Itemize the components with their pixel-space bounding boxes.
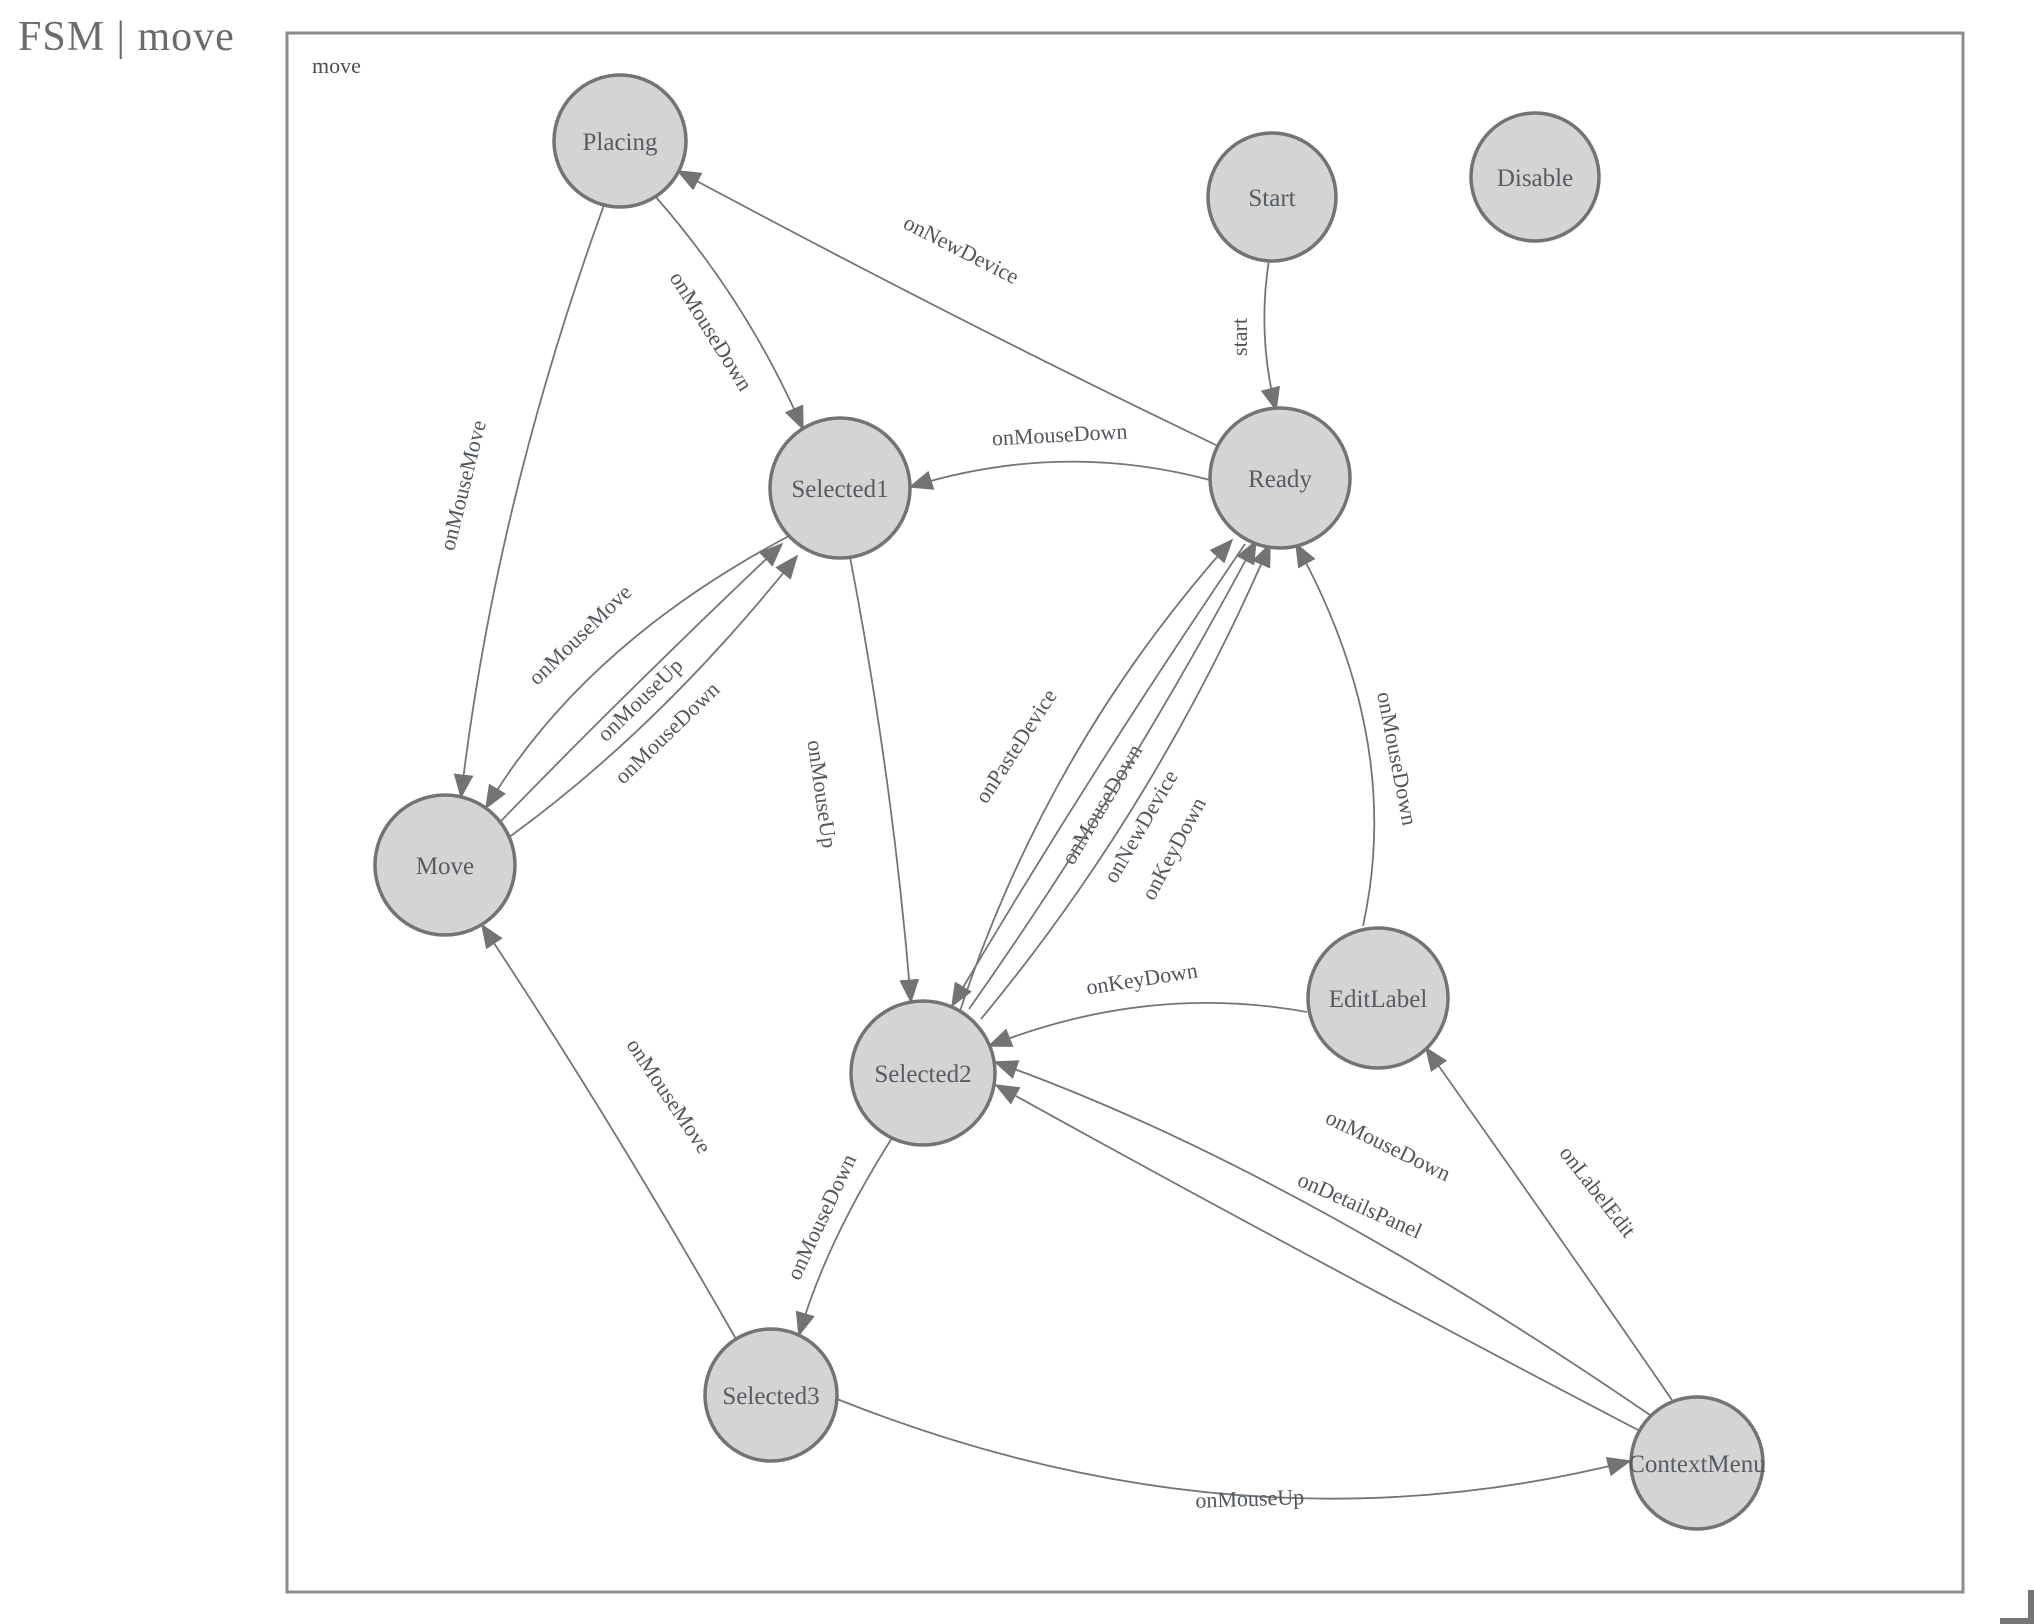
- transition-label-onMouseMove: onMouseMove: [523, 579, 636, 690]
- transition-Selected1-Move: [485, 535, 790, 810]
- transition-Move-Selected1: [499, 542, 784, 823]
- transition-Placing-Move: [453, 204, 605, 799]
- state-circle-EditLabel[interactable]: [1306, 926, 1450, 1070]
- state-circle-Move[interactable]: [373, 793, 517, 937]
- state-node-Placing: Placing: [552, 73, 688, 209]
- state-circle-Ready[interactable]: [1208, 406, 1352, 550]
- transition-label-onMouseMove: onMouseMove: [434, 418, 490, 553]
- transition-label-onMouseUp: onMouseUp: [802, 738, 842, 849]
- transition-EditLabel-Selected2: [987, 1001, 1308, 1047]
- transition-ContextMenu-Selected2: [993, 1060, 1651, 1416]
- state-label-Selected1: Selected1: [791, 476, 888, 503]
- state-node-Disable: Disable: [1469, 111, 1601, 243]
- state-label-Start: Start: [1248, 185, 1295, 212]
- state-label-Placing: Placing: [583, 129, 658, 156]
- transition-Selected3-Move: [481, 923, 737, 1340]
- transition-label-start: start: [1227, 318, 1252, 356]
- corner-mark-horizontal: [2000, 1618, 2034, 1624]
- page-title: FSM | move: [18, 14, 235, 60]
- state-circle-Selected2[interactable]: [849, 999, 997, 1147]
- transition-label-onMouseDown: onMouseDown: [781, 1150, 861, 1284]
- state-label-Selected3: Selected3: [722, 1383, 819, 1410]
- state-circle-Placing[interactable]: [552, 73, 688, 209]
- state-label-Move: Move: [416, 853, 474, 880]
- state-node-Ready: Ready: [1208, 406, 1352, 550]
- transition-label-onMouseUp: onMouseUp: [1195, 1484, 1305, 1513]
- state-node-Move: Move: [373, 793, 517, 937]
- state-node-EditLabel: EditLabel: [1306, 926, 1450, 1070]
- transition-Selected1-Selected2: [849, 556, 920, 1004]
- transition-Ready-Selected1: [908, 460, 1211, 490]
- transition-label-onMouseMove: onMouseMove: [622, 1034, 717, 1158]
- transition-label-onMouseDown: onMouseDown: [1372, 690, 1422, 828]
- scrollbar-corner: [2000, 1590, 2034, 1624]
- transition-label-onNewDevice: onNewDevice: [900, 210, 1023, 289]
- transition-Ready-Selected2: [951, 543, 1246, 1008]
- transition-label-onLabelEdit: onLabelEdit: [1555, 1141, 1642, 1242]
- state-circle-Start[interactable]: [1206, 131, 1338, 263]
- transition-EditLabel-Ready: [1295, 542, 1376, 927]
- state-circle-ContextMenu[interactable]: [1629, 1395, 1765, 1531]
- state-label-ContextMenu: ContextMenu: [1628, 1451, 1766, 1478]
- transition-Selected2-Selected3: [795, 1137, 893, 1337]
- diagram-canvas: [285, 31, 1965, 1594]
- state-label-Disable: Disable: [1497, 165, 1573, 192]
- transition-Start-Ready: [1260, 259, 1280, 412]
- nodes-layer: Placing Start Disable Ready Selected1 Move Sel…: [373, 73, 1766, 1531]
- transition-Placing-Selected1: [654, 195, 804, 431]
- state-label-Ready: Ready: [1248, 466, 1312, 493]
- transition-Selected2-Ready: [968, 539, 1257, 1010]
- transition-Ready-Placing: [676, 170, 1219, 447]
- transition-Selected2-Ready: [959, 538, 1234, 1012]
- transition-ContextMenu-Selected2: [994, 1084, 1639, 1431]
- canvas-label: move: [312, 53, 361, 78]
- transition-label-onKeyDown: onKeyDown: [1084, 957, 1199, 999]
- transition-label-onMouseDown: onMouseDown: [1322, 1104, 1455, 1186]
- state-label-Selected2: Selected2: [874, 1061, 971, 1088]
- transition-label-onMouseDown: onMouseDown: [665, 267, 758, 395]
- transition-ContextMenu-EditLabel: [1424, 1046, 1673, 1401]
- corner-mark-vertical: [2028, 1590, 2034, 1624]
- state-node-ContextMenu: ContextMenu: [1628, 1395, 1766, 1531]
- transition-Selected3-ContextMenu: [836, 1398, 1632, 1500]
- transition-Move-Selected1: [507, 554, 799, 839]
- state-circle-Selected1[interactable]: [768, 416, 912, 560]
- transition-label-onPasteDevice: onPasteDevice: [970, 684, 1062, 807]
- state-node-Start: Start: [1206, 131, 1338, 263]
- state-circle-Selected3[interactable]: [703, 1327, 839, 1463]
- state-label-EditLabel: EditLabel: [1329, 986, 1428, 1013]
- state-circle-Disable[interactable]: [1469, 111, 1601, 243]
- transition-Selected2-Ready: [980, 542, 1271, 1020]
- state-node-Selected2: Selected2: [849, 999, 997, 1147]
- edges-layer: onNewDevice onMouseDown onMouseMove start on…: [434, 170, 1673, 1513]
- transition-label-onMouseDown: onMouseDown: [991, 418, 1128, 450]
- state-node-Selected1: Selected1: [768, 416, 912, 560]
- state-node-Selected3: Selected3: [703, 1327, 839, 1463]
